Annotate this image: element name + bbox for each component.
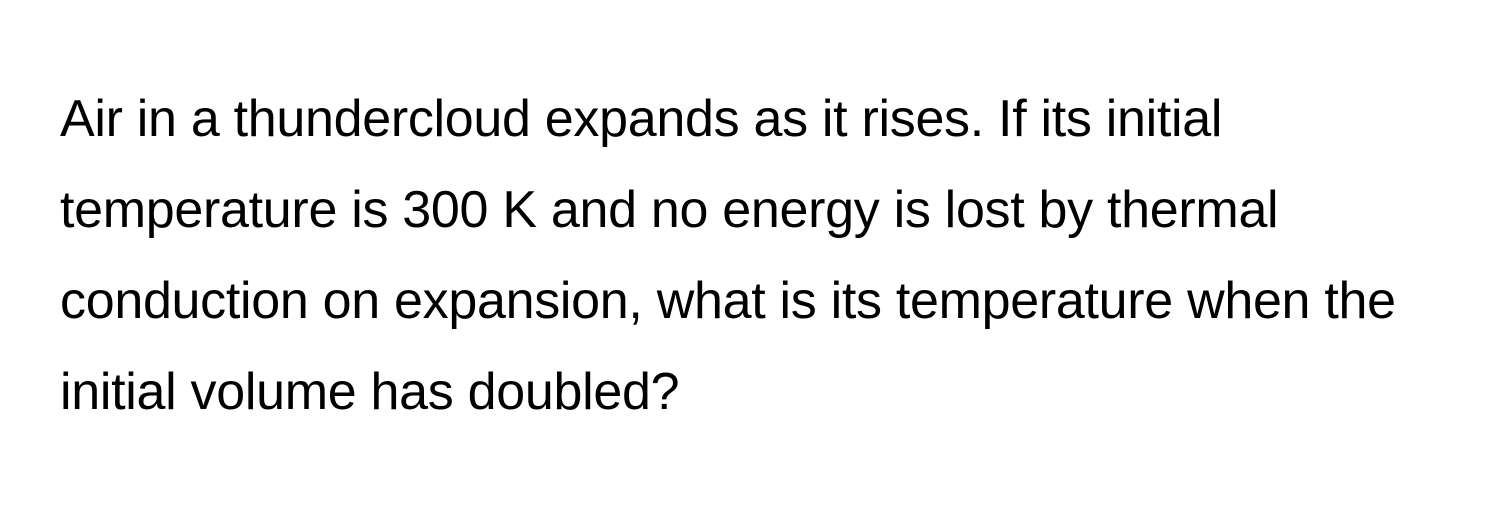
- question-text: Air in a thundercloud expands as it rise…: [60, 74, 1440, 438]
